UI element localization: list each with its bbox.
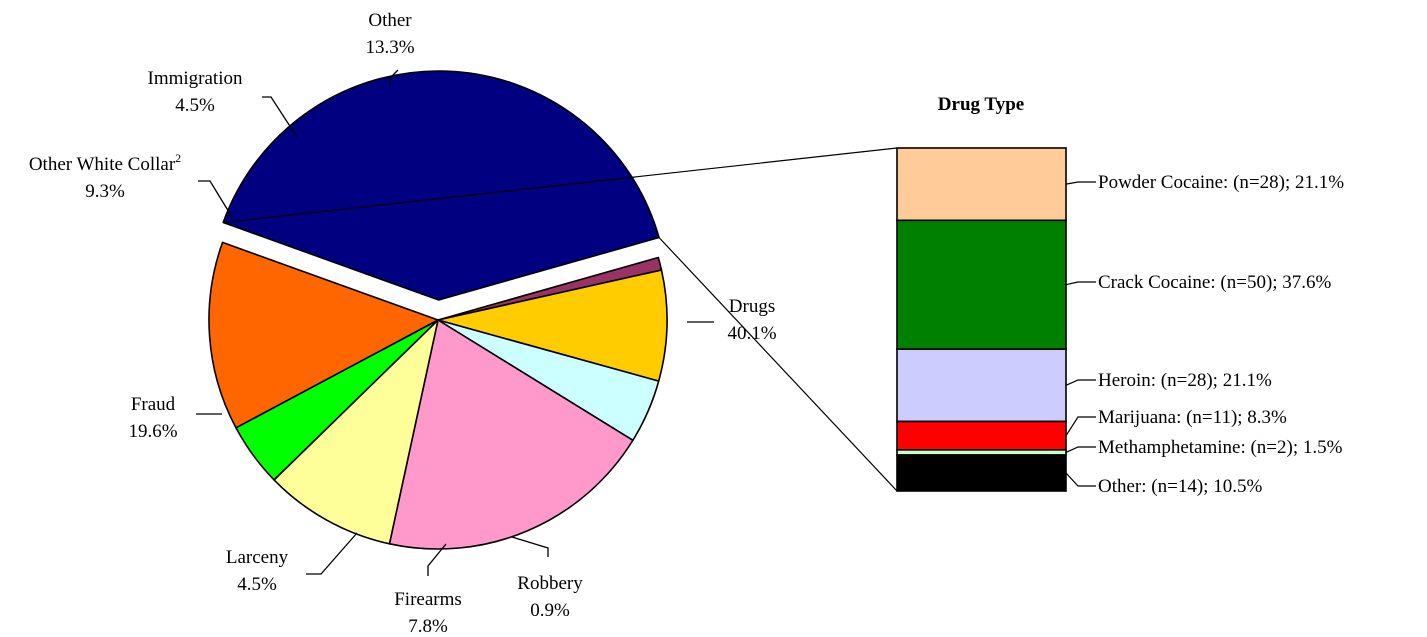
pie-label-drugs: Drugs — [729, 296, 775, 317]
bar-leader-powder-cocaine — [1065, 181, 1096, 185]
pie-slice-firearms — [437, 269, 668, 382]
bar-label-other: Other: (n=14); 10.5% — [1098, 476, 1262, 497]
drug-type-stacked-bar: Drug Type Powder Cocaine: (n=28); 21.1% C… — [896, 94, 1344, 497]
bar-label-powder-cocaine: Powder Cocaine: (n=28); 21.1% — [1098, 172, 1344, 193]
connector-top — [223, 147, 898, 224]
leader-line-other-white-collar — [198, 180, 233, 218]
bar-title: Drug Type — [938, 94, 1024, 115]
pie-value-fraud: 19.6% — [128, 421, 177, 442]
pie-label-immigration: Immigration — [148, 68, 243, 89]
leader-line-immigration — [262, 96, 298, 138]
leader-line-other — [389, 69, 399, 86]
explode-connector-lines — [223, 147, 898, 492]
pie-label-robbery: Robbery — [517, 573, 583, 594]
bar-leader-marijuana — [1065, 416, 1096, 436]
pie-value-drugs: 40.1% — [727, 323, 776, 344]
bar-label-marijuana: Marijuana: (n=11); 8.3% — [1098, 407, 1287, 428]
bar-label-crack-cocaine: Crack Cocaine: (n=50); 37.6% — [1098, 272, 1332, 293]
leader-line-larceny — [306, 532, 358, 575]
bar-leader-crack-cocaine — [1065, 281, 1096, 286]
bar-segment-heroin — [896, 348, 1067, 423]
pie-slice-drugs — [222, 70, 660, 301]
pie-slice-other — [208, 241, 439, 429]
pie-value-larceny: 4.5% — [237, 574, 277, 595]
bar-segment-powder-cocaine — [896, 147, 1067, 222]
bar-leader-methamphetamine — [1065, 446, 1096, 453]
bar-segment-crack-cocaine — [896, 219, 1067, 350]
bar-segment-marijuana — [896, 420, 1067, 451]
bar-label-heroin: Heroin: (n=28); 21.1% — [1098, 370, 1272, 391]
pie-value-other: 13.3% — [365, 37, 414, 58]
connector-bottom — [658, 237, 898, 492]
pie-label-firearms: Firearms — [394, 589, 462, 610]
pie-value-robbery: 0.9% — [530, 600, 570, 621]
pie-label-superscript: 2 — [175, 151, 181, 165]
bar-label-methamphetamine: Methamphetamine: (n=2); 1.5% — [1098, 437, 1343, 458]
pie-label-fraud: Fraud — [131, 394, 176, 415]
pie-slice-other-white-collar — [273, 319, 439, 545]
pie-value-other-white-collar: 9.3% — [85, 181, 125, 202]
bar-leader-heroin — [1065, 379, 1096, 386]
bar-leader-other — [1065, 472, 1096, 487]
pie-label-larceny: Larceny — [226, 547, 289, 568]
bar-segment-other — [896, 454, 1067, 492]
offense-pie: Drugs 40.1% Robbery 0.9% Firearms 7.8% Larceny… — [29, 10, 777, 637]
leader-line-robbery — [511, 536, 549, 557]
pie-value-immigration: 4.5% — [175, 95, 215, 116]
leader-line-firearms — [427, 543, 447, 576]
pie-slice-fraud — [388, 319, 634, 550]
pie-label-other-white-collar: Other White Collar2 — [29, 151, 181, 175]
pie-value-firearms: 7.8% — [408, 616, 448, 637]
pie-label-other: Other — [368, 10, 412, 31]
